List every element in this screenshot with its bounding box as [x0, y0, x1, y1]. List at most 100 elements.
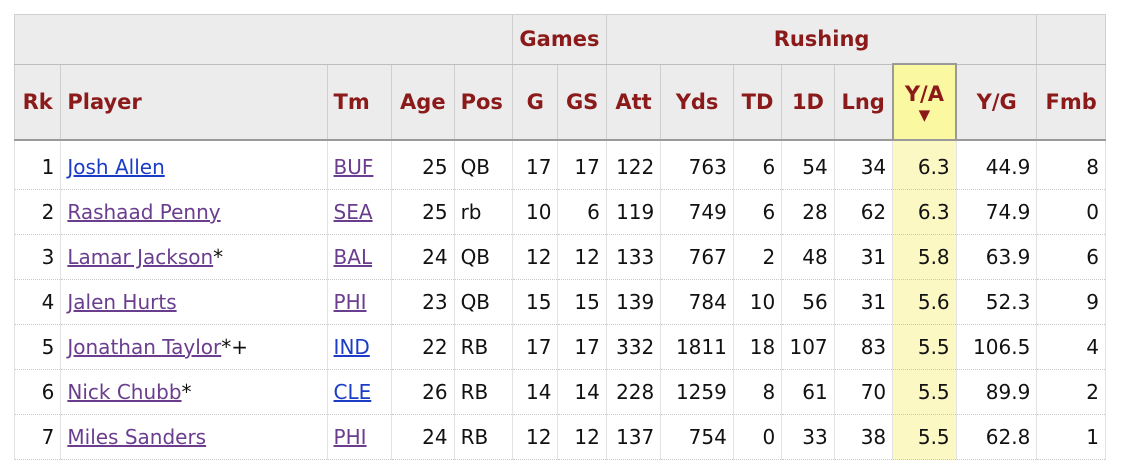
cell-att: 122: [605, 140, 662, 190]
cell-g: 12: [512, 234, 559, 280]
cell-td: 18: [732, 324, 783, 370]
cell-ypa: 5.5: [892, 369, 957, 415]
rushing-stats-table: Games Rushing Rk Player Tm Age Pos G GS …: [13, 14, 1106, 460]
cell-age: 25: [391, 140, 455, 190]
table-row: 5 Jonathan Taylor*+ IND 22 RB 17 17 332 …: [13, 324, 1106, 370]
cell-lng: 70: [833, 369, 894, 415]
cell-g: 15: [512, 279, 559, 325]
cell-fmb: 9: [1036, 279, 1106, 325]
cell-gs: 14: [557, 369, 607, 415]
cell-rk: 7: [13, 414, 62, 460]
player-honor-marks: *+: [221, 335, 249, 359]
column-header-pos[interactable]: Pos: [453, 63, 514, 141]
cell-td: 2: [732, 234, 783, 280]
cell-gs: 17: [557, 140, 607, 190]
column-header-g[interactable]: G: [512, 63, 559, 141]
cell-team: PHI: [326, 279, 393, 325]
cell-pos: RB: [453, 324, 514, 370]
player-link[interactable]: Rashaad Penny: [67, 200, 221, 224]
column-header-lng[interactable]: Lng: [833, 63, 894, 141]
cell-fmb: 4: [1036, 324, 1106, 370]
team-link[interactable]: PHI: [333, 290, 367, 314]
cell-yds: 754: [660, 414, 734, 460]
cell-ypg: 52.3: [955, 279, 1038, 325]
cell-team: IND: [326, 324, 393, 370]
team-link[interactable]: BUF: [333, 155, 374, 179]
cell-lng: 31: [833, 234, 894, 280]
player-link[interactable]: Lamar Jackson: [67, 245, 214, 269]
cell-lng: 83: [833, 324, 894, 370]
cell-1d: 56: [781, 279, 835, 325]
table-row: 4 Jalen Hurts PHI 23 QB 15 15 139 784 10…: [13, 279, 1106, 325]
player-link[interactable]: Miles Sanders: [67, 425, 207, 449]
cell-yds: 1259: [660, 369, 734, 415]
cell-age: 22: [391, 324, 455, 370]
cell-td: 8: [732, 369, 783, 415]
team-link[interactable]: CLE: [333, 380, 372, 404]
player-link[interactable]: Jalen Hurts: [67, 290, 177, 314]
column-header-rk[interactable]: Rk: [13, 63, 62, 141]
cell-lng: 34: [833, 140, 894, 190]
cell-rk: 5: [13, 324, 62, 370]
cell-ypg: 62.8: [955, 414, 1038, 460]
column-header-gs[interactable]: GS: [557, 63, 607, 141]
player-honor-marks: *: [181, 380, 192, 404]
cell-gs: 12: [557, 234, 607, 280]
cell-g: 17: [512, 324, 559, 370]
cell-1d: 33: [781, 414, 835, 460]
cell-ypg: 63.9: [955, 234, 1038, 280]
cell-pos: rb: [453, 189, 514, 235]
cell-lng: 31: [833, 279, 894, 325]
column-header-1d[interactable]: 1D: [781, 63, 835, 141]
player-link[interactable]: Jonathan Taylor: [67, 335, 222, 359]
cell-1d: 61: [781, 369, 835, 415]
header-group-games: Games: [512, 14, 607, 65]
table-header: Games Rushing Rk Player Tm Age Pos G GS …: [13, 14, 1106, 141]
cell-ypg: 74.9: [955, 189, 1038, 235]
cell-yds: 763: [660, 140, 734, 190]
cell-pos: RB: [453, 414, 514, 460]
column-header-tm[interactable]: Tm: [326, 63, 393, 141]
column-header-age[interactable]: Age: [391, 63, 455, 141]
cell-1d: 48: [781, 234, 835, 280]
cell-team: BAL: [326, 234, 393, 280]
cell-g: 10: [512, 189, 559, 235]
column-header-ypg[interactable]: Y/G: [955, 63, 1038, 141]
cell-ypa: 5.8: [892, 234, 957, 280]
table-row: 2 Rashaad Penny SEA 25 rb 10 6 119 749 6…: [13, 189, 1106, 235]
cell-player: Jalen Hurts: [60, 279, 328, 325]
cell-g: 17: [512, 140, 559, 190]
table-row: 3 Lamar Jackson* BAL 24 QB 12 12 133 767…: [13, 234, 1106, 280]
column-header-att[interactable]: Att: [605, 63, 662, 141]
player-link[interactable]: Nick Chubb: [67, 380, 182, 404]
header-group-row: Games Rushing: [13, 14, 1106, 65]
cell-ypa: 5.5: [892, 414, 957, 460]
cell-td: 6: [732, 140, 783, 190]
cell-att: 228: [605, 369, 662, 415]
team-link[interactable]: IND: [333, 335, 370, 359]
player-link[interactable]: Josh Allen: [67, 155, 165, 179]
cell-att: 133: [605, 234, 662, 280]
cell-att: 332: [605, 324, 662, 370]
cell-fmb: 2: [1036, 369, 1106, 415]
cell-player: Lamar Jackson*: [60, 234, 328, 280]
cell-pos: QB: [453, 234, 514, 280]
column-header-ypa[interactable]: Y/A ▼: [891, 63, 958, 141]
cell-player: Nick Chubb*: [60, 369, 328, 415]
table-row: 7 Miles Sanders PHI 24 RB 12 12 137 754 …: [13, 414, 1106, 460]
cell-rk: 3: [13, 234, 62, 280]
cell-gs: 17: [557, 324, 607, 370]
column-header-yds[interactable]: Yds: [660, 63, 734, 141]
team-link[interactable]: PHI: [333, 425, 367, 449]
cell-team: PHI: [326, 414, 393, 460]
column-header-fmb[interactable]: Fmb: [1036, 63, 1106, 141]
cell-age: 23: [391, 279, 455, 325]
header-group-rushing: Rushing: [605, 14, 1038, 65]
team-link[interactable]: BAL: [333, 245, 373, 269]
team-link[interactable]: SEA: [333, 200, 373, 224]
cell-yds: 767: [660, 234, 734, 280]
column-header-td[interactable]: TD: [732, 63, 783, 141]
column-header-player[interactable]: Player: [60, 63, 328, 141]
cell-yds: 749: [660, 189, 734, 235]
cell-att: 119: [605, 189, 662, 235]
